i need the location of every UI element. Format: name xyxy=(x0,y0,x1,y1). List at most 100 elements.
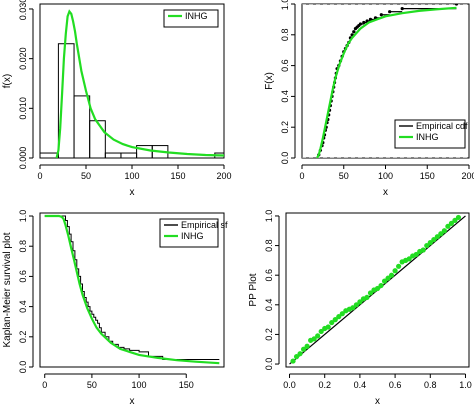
pp-point xyxy=(441,228,447,234)
pp-point xyxy=(445,223,451,229)
y-tick-label: 0.000 xyxy=(18,147,28,170)
pp-point xyxy=(357,299,363,305)
ecdf-point xyxy=(358,22,363,26)
x-tick-label: 1.0 xyxy=(459,380,472,390)
legend-label: INHG xyxy=(185,11,208,21)
pp-point xyxy=(448,220,455,226)
pp-point xyxy=(427,240,433,246)
x-tick-label: 150 xyxy=(170,171,185,181)
x-axis-title: x xyxy=(130,187,135,198)
plot-area xyxy=(302,4,469,158)
pp-point xyxy=(293,354,300,360)
pp-point xyxy=(290,358,296,364)
pp-point xyxy=(325,324,331,330)
y-tick-label: 0.0 xyxy=(18,361,28,374)
pp-point xyxy=(300,346,307,352)
x-tick-label: 200 xyxy=(216,171,231,181)
pp-point xyxy=(353,302,359,308)
legend-label: Empirical sf xyxy=(181,220,228,230)
y-tick-label: 0.2 xyxy=(264,328,274,341)
histogram-bar xyxy=(73,95,91,158)
pp-point xyxy=(339,311,345,317)
pp-point xyxy=(329,319,335,326)
ecdf-point xyxy=(365,19,369,23)
pp-point xyxy=(392,268,398,274)
histogram-bar xyxy=(40,152,59,158)
y-tick-label: 0.020 xyxy=(18,47,28,70)
y-tick-label: 0.0 xyxy=(264,358,274,371)
ecdf-point xyxy=(352,30,356,34)
plot-area xyxy=(40,9,224,158)
y-tick-label: 0.8 xyxy=(18,240,28,253)
pp-point xyxy=(378,282,384,289)
pp-point xyxy=(420,247,426,253)
x-tick-label: 0.6 xyxy=(389,380,402,390)
y-axis-title: f(x) xyxy=(2,74,13,88)
y-tick-label: 0.2 xyxy=(18,331,28,344)
empirical-sf-step xyxy=(44,215,220,360)
pp-point xyxy=(364,294,370,301)
x-tick-label: 0.4 xyxy=(354,380,367,390)
ecdf-point xyxy=(388,10,392,14)
histogram-bar xyxy=(120,152,138,158)
x-tick-label: 0 xyxy=(42,380,47,390)
inhg-cdf-curve xyxy=(316,6,457,158)
pp-point xyxy=(406,256,412,262)
y-tick-label: 0.0 xyxy=(280,152,290,165)
pp-point xyxy=(367,290,374,296)
pp-point xyxy=(434,234,440,240)
y-tick-label: 0.010 xyxy=(18,97,28,120)
y-tick-label: 0.6 xyxy=(18,270,28,283)
y-tick-label: 1.0 xyxy=(18,210,28,223)
x-tick-label: 0 xyxy=(37,171,42,181)
y-tick-label: 0.6 xyxy=(264,269,274,282)
plot-frame xyxy=(285,212,470,368)
y-axis-title: PP Plot xyxy=(248,273,259,306)
x-axis-title: x xyxy=(383,187,388,198)
y-tick-label: 1.0 xyxy=(280,0,290,10)
ecdf-point xyxy=(368,17,373,21)
pp-point xyxy=(452,217,458,224)
pp-point xyxy=(350,305,356,311)
survival-panel: 0 50 100 150 0.0 0.2 0.4 0.6 0.8 1.0 x Kaplan-Meier… xyxy=(2,210,228,407)
x-tick-label: 150 xyxy=(179,380,194,390)
legend-box xyxy=(163,9,219,28)
y-tick-label: 0.8 xyxy=(264,239,274,252)
pp-point xyxy=(438,231,444,237)
ecdf-point xyxy=(400,7,404,11)
pp-point xyxy=(336,314,342,320)
ecdf-point xyxy=(362,20,366,25)
y-axis-title: F(x) xyxy=(264,72,275,90)
y-tick-label: 0.4 xyxy=(18,300,28,313)
x-tick-label: 100 xyxy=(132,380,147,390)
y-tick-label: 0.6 xyxy=(280,59,290,72)
legend: INHG xyxy=(163,9,219,28)
pp-point xyxy=(297,351,303,357)
pp-point xyxy=(381,278,388,284)
ecdf-point xyxy=(379,13,383,17)
y-tick-label: 0.4 xyxy=(280,90,290,103)
x-tick-label: 50 xyxy=(87,380,97,390)
x-tick-label: 100 xyxy=(124,171,139,181)
plot-frame xyxy=(39,212,225,368)
x-tick-label: 0 xyxy=(299,171,304,181)
plot-area xyxy=(44,214,220,365)
histogram-bar xyxy=(89,120,106,158)
pp-point xyxy=(304,343,310,349)
legend-label: INHG xyxy=(416,132,439,142)
pp-point xyxy=(413,251,419,258)
ecdf-point xyxy=(454,4,459,6)
histogram-bar xyxy=(104,152,122,158)
pp-point xyxy=(315,333,321,339)
pp-point xyxy=(385,275,391,281)
pp-point xyxy=(431,237,437,243)
x-axis-title: x xyxy=(130,396,135,407)
pp-panel: 0.0 0.2 0.4 0.6 0.8 1.0 0.0 0.2 0.4 0.6 0.8 1.0 x PP … xyxy=(248,210,472,407)
x-tick-label: 150 xyxy=(420,171,435,181)
y-tick-label: 1.0 xyxy=(264,210,274,223)
y-tick-label: 0.030 xyxy=(18,0,28,20)
y-tick-label: 0.4 xyxy=(264,299,274,312)
pp-point xyxy=(424,242,430,249)
